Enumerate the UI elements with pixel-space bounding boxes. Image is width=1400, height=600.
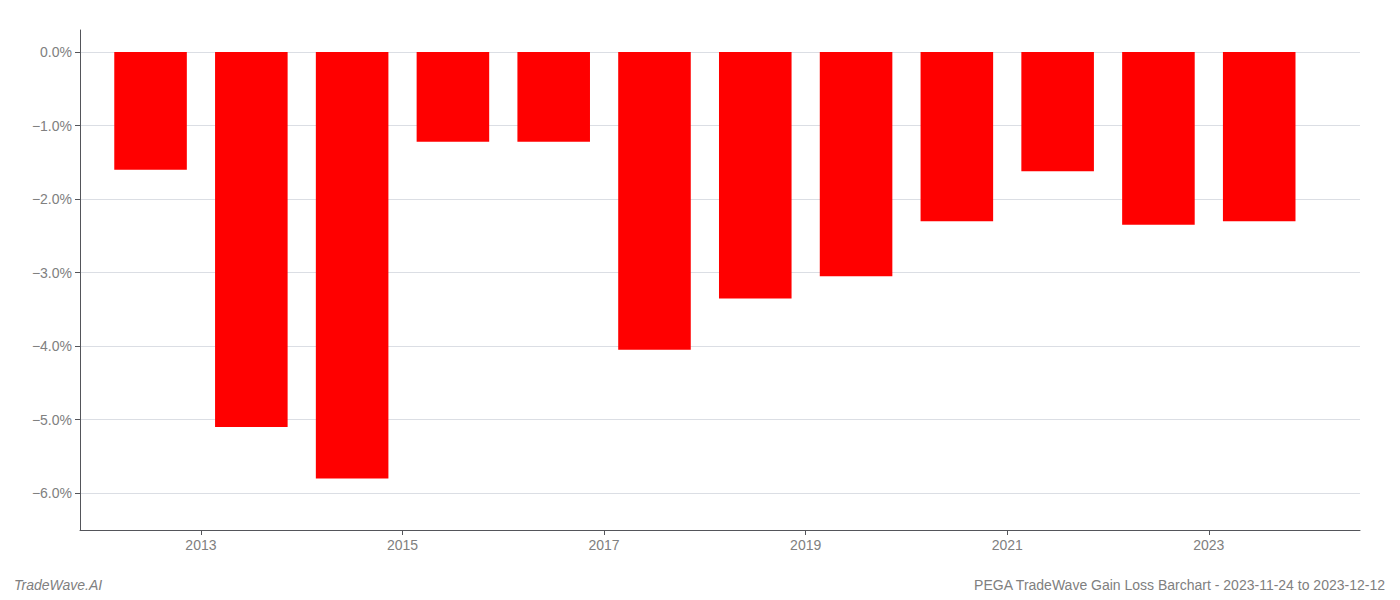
svg-text:PEGA TradeWave Gain Loss Barch: PEGA TradeWave Gain Loss Barchart - 2023…	[974, 577, 1385, 593]
svg-text:−1.0%: −1.0%	[32, 118, 72, 134]
svg-text:−4.0%: −4.0%	[32, 338, 72, 354]
svg-text:2015: 2015	[387, 537, 418, 553]
svg-text:−5.0%: −5.0%	[32, 412, 72, 428]
svg-text:2021: 2021	[992, 537, 1023, 553]
svg-text:−2.0%: −2.0%	[32, 191, 72, 207]
svg-text:2023: 2023	[1193, 537, 1224, 553]
svg-text:−3.0%: −3.0%	[32, 265, 72, 281]
svg-text:2019: 2019	[790, 537, 821, 553]
svg-text:−6.0%: −6.0%	[32, 485, 72, 501]
svg-text:TradeWave.AI: TradeWave.AI	[14, 577, 102, 593]
svg-text:2013: 2013	[185, 537, 216, 553]
svg-text:2017: 2017	[589, 537, 620, 553]
svg-text:0.0%: 0.0%	[40, 44, 72, 60]
